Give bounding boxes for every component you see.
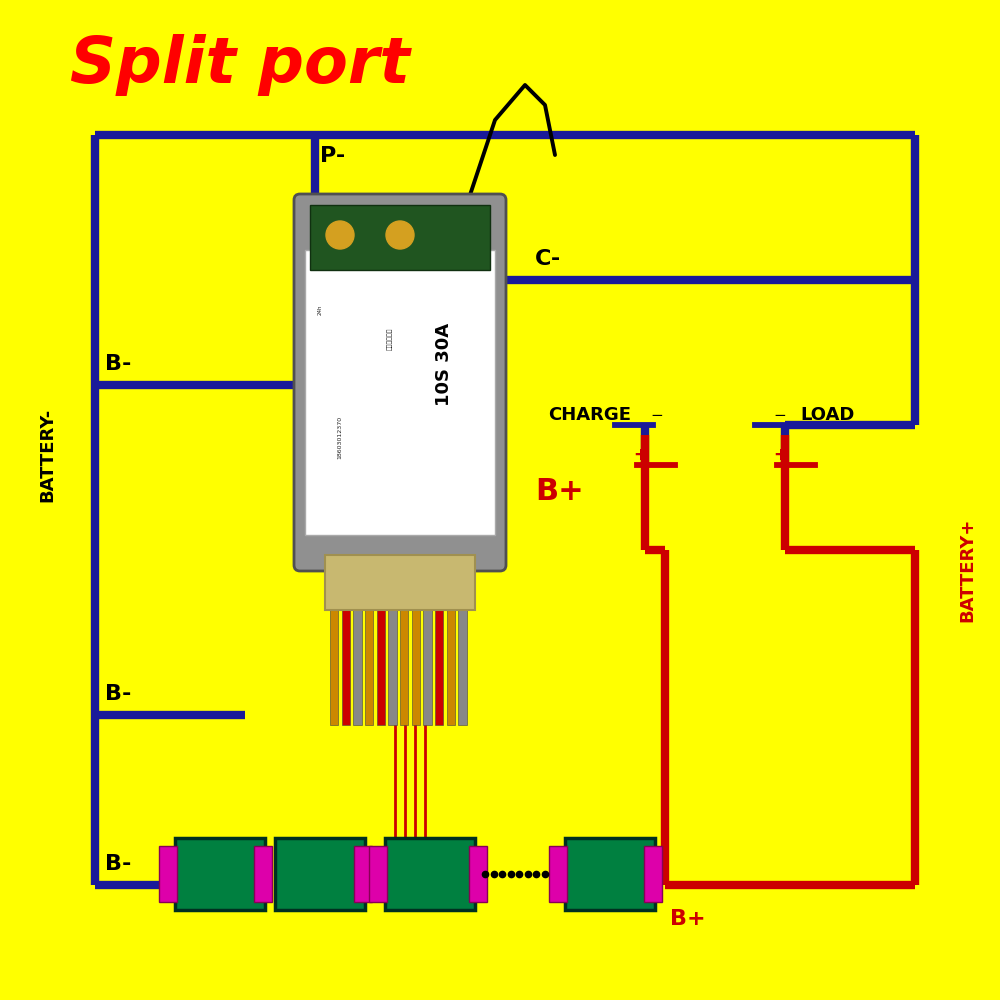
Bar xyxy=(365,610,373,725)
Bar xyxy=(549,846,567,902)
Circle shape xyxy=(326,221,354,249)
Text: BATTERY+: BATTERY+ xyxy=(958,518,976,622)
Bar xyxy=(254,846,272,902)
Text: 24h: 24h xyxy=(318,304,322,315)
Text: CHARGE: CHARGE xyxy=(548,406,631,424)
Text: +: + xyxy=(773,446,787,464)
Bar xyxy=(400,610,408,725)
Bar xyxy=(342,610,350,725)
Bar xyxy=(447,610,455,725)
Text: P-: P- xyxy=(320,146,345,166)
Bar xyxy=(353,610,362,725)
Text: B-: B- xyxy=(105,854,131,874)
Bar xyxy=(469,846,487,902)
Bar xyxy=(458,610,467,725)
Text: −: − xyxy=(773,408,786,423)
Bar xyxy=(275,838,365,910)
Text: B+: B+ xyxy=(670,909,706,929)
FancyBboxPatch shape xyxy=(294,194,506,571)
Bar xyxy=(388,610,397,725)
Bar xyxy=(435,610,443,725)
Bar xyxy=(644,846,662,902)
Text: BATTERY-: BATTERY- xyxy=(38,408,56,502)
Text: 18603012370: 18603012370 xyxy=(337,416,342,459)
Bar xyxy=(305,250,495,535)
Text: B-: B- xyxy=(105,684,131,704)
Text: 10S 30A: 10S 30A xyxy=(435,323,453,406)
Bar xyxy=(369,846,387,902)
Bar xyxy=(159,846,177,902)
Bar xyxy=(565,838,655,910)
Text: Split port: Split port xyxy=(70,34,410,96)
Bar xyxy=(310,205,490,270)
Bar xyxy=(377,610,385,725)
Bar xyxy=(423,610,432,725)
Text: −: − xyxy=(650,408,663,423)
Bar xyxy=(354,846,372,902)
Bar xyxy=(175,838,265,910)
Text: 锂电池保护板: 锂电池保护板 xyxy=(387,327,393,350)
Bar xyxy=(325,555,475,610)
Text: LOAD: LOAD xyxy=(800,406,854,424)
Text: +: + xyxy=(633,446,647,464)
Text: C-: C- xyxy=(535,249,561,269)
Bar xyxy=(385,838,475,910)
Bar xyxy=(330,610,338,725)
Circle shape xyxy=(386,221,414,249)
Text: B-: B- xyxy=(105,354,131,374)
Bar xyxy=(412,610,420,725)
Text: B+: B+ xyxy=(535,477,584,506)
